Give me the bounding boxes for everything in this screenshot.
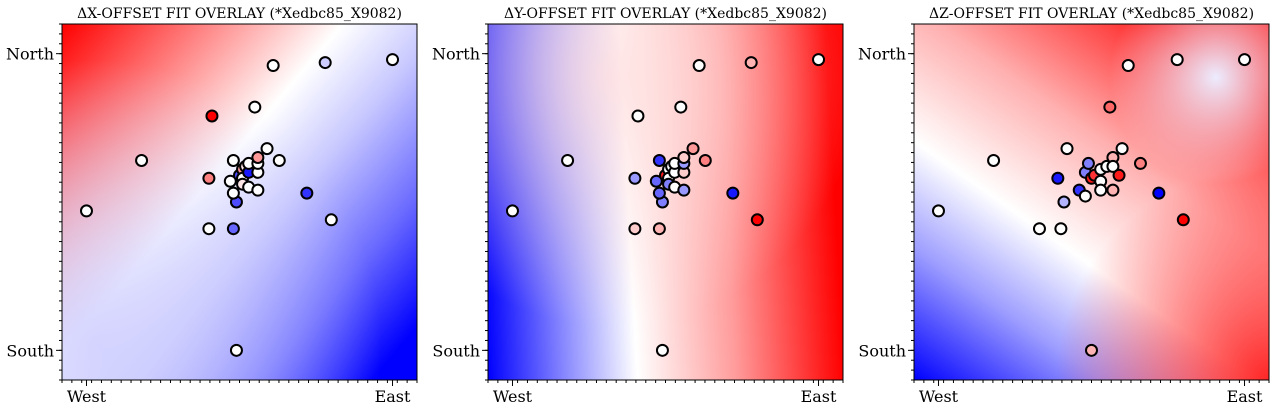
data-point: [386, 53, 400, 67]
data-point: [300, 186, 314, 200]
data-point: [1121, 59, 1135, 73]
data-point: [1032, 222, 1046, 236]
data-point: [1106, 183, 1120, 197]
data-point: [652, 222, 666, 236]
data-point: [135, 153, 149, 167]
data-point: [1170, 53, 1184, 67]
data-point: [1115, 142, 1129, 156]
data-point: [266, 59, 280, 73]
chart-title: ΔY-OFFSET FIT OVERLAY (*Xedbc85_X9082): [504, 6, 827, 22]
data-point: [223, 174, 237, 188]
data-point: [226, 153, 240, 167]
chart-panel-3: West East North South ΔZ-OFFSET FIT OVERLAY …: [858, 6, 1270, 406]
chart-panel-2: West East North South ΔY-OFFSET FIT OVERLAY …: [432, 6, 844, 406]
x-tick-label: West: [67, 387, 107, 406]
data-point: [202, 222, 216, 236]
data-point: [1106, 159, 1120, 173]
data-point: [79, 204, 93, 218]
data-point: [1112, 168, 1126, 182]
data-point: [628, 171, 642, 185]
axes-frame: [61, 23, 418, 381]
data-point: [260, 142, 274, 156]
data-point: [202, 171, 216, 185]
chart-title: ΔZ-OFFSET FIT OVERLAY (*Xedbc85_X9082): [929, 6, 1254, 22]
data-point: [248, 100, 262, 114]
x-tick-label: West: [919, 387, 959, 406]
data-point: [272, 153, 286, 167]
y-tick-label: South: [432, 341, 480, 360]
data-point: [324, 213, 338, 227]
data-point: [631, 109, 645, 123]
data-point: [229, 343, 243, 357]
data-point: [698, 153, 712, 167]
data-point: [1103, 100, 1117, 114]
data-point: [1081, 156, 1095, 170]
data-point: [652, 186, 666, 200]
data-point: [744, 56, 758, 70]
data-point: [750, 213, 764, 227]
data-point: [1094, 183, 1108, 197]
data-point: [677, 151, 691, 164]
data-point: [628, 222, 642, 236]
data-point: [692, 59, 706, 73]
data-point: [1238, 53, 1252, 67]
data-point: [677, 183, 691, 197]
data-point: [1060, 142, 1074, 156]
data-point: [561, 153, 575, 167]
data-point: [652, 153, 666, 167]
data-point: [812, 53, 826, 67]
data-point: [1051, 171, 1065, 185]
x-tick-label: West: [493, 387, 533, 406]
data-point: [318, 56, 332, 70]
data-point: [251, 151, 265, 164]
data-point: [1085, 343, 1098, 357]
data-point: [226, 186, 240, 200]
data-point: [1133, 156, 1147, 170]
data-point: [205, 109, 219, 123]
data-point: [505, 204, 519, 218]
data-point: [1057, 195, 1071, 209]
y-tick-label: North: [6, 45, 54, 64]
x-tick-label: East: [1227, 387, 1263, 406]
data-point: [1078, 189, 1092, 203]
y-tick-label: South: [6, 341, 54, 360]
data-point: [674, 100, 688, 114]
data-point: [987, 153, 1001, 167]
y-tick-label: South: [858, 341, 906, 360]
data-point: [226, 222, 240, 236]
data-point: [726, 186, 740, 200]
axes-frame: [487, 23, 844, 381]
y-tick-label: North: [858, 45, 906, 64]
data-point: [931, 204, 945, 218]
data-point: [655, 343, 669, 357]
data-point: [1054, 222, 1068, 236]
data-point: [1152, 186, 1166, 200]
x-tick-label: East: [375, 387, 411, 406]
data-point: [251, 183, 265, 197]
chart-panel-1: West East North South ΔX-OFFSET FIT OVERLAY …: [6, 6, 418, 406]
y-tick-label: North: [432, 45, 480, 64]
data-point: [649, 174, 663, 188]
x-tick-label: East: [801, 387, 837, 406]
fit-surface-overlay: [914, 24, 1269, 380]
data-point: [1176, 213, 1190, 227]
chart-title: ΔX-OFFSET FIT OVERLAY (*Xedbc85_X9082): [77, 6, 402, 22]
data-point: [686, 142, 700, 156]
axes-frame: [913, 23, 1270, 381]
